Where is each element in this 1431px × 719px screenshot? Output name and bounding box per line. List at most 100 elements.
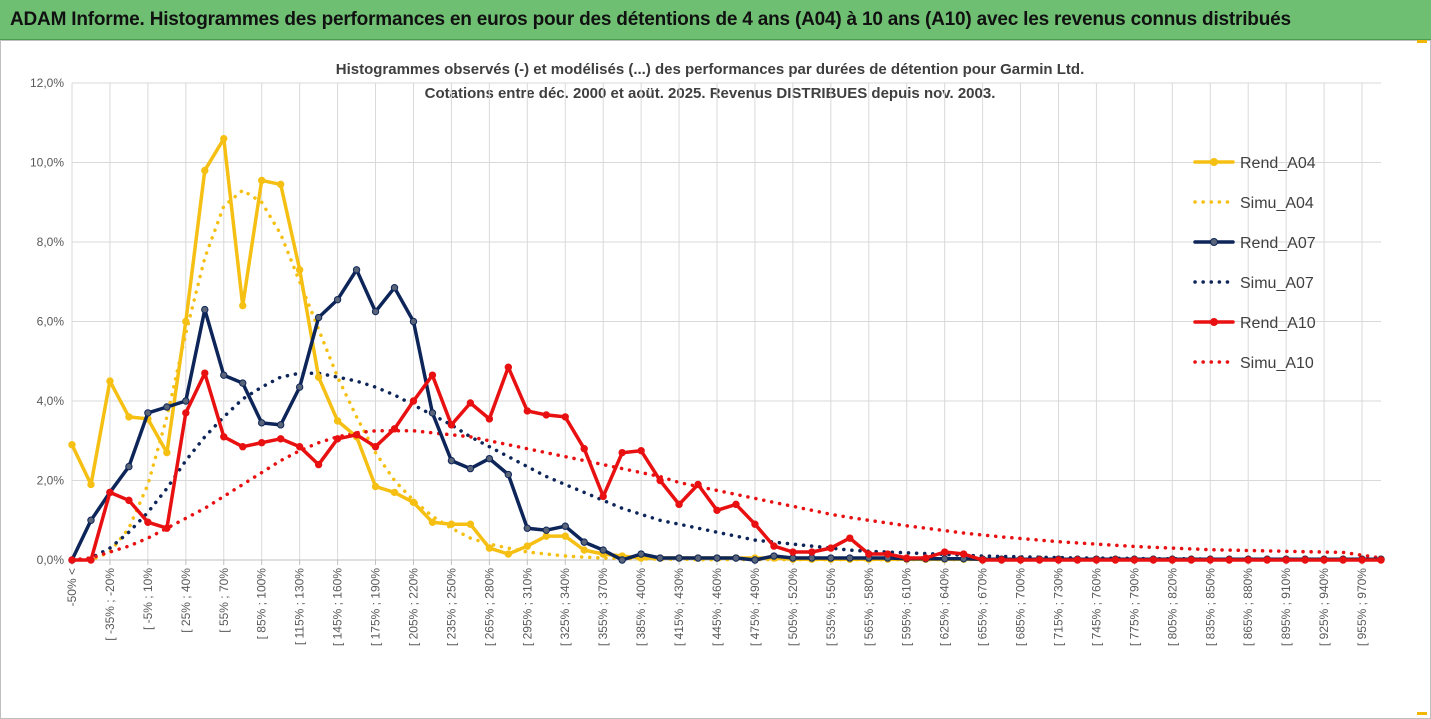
- point-rend_a07: [485, 454, 494, 463]
- y-tick-label: 6,0%: [37, 315, 65, 329]
- point-rend_a10: [808, 548, 816, 556]
- point-rend_a10: [1377, 556, 1385, 564]
- point-rend_a07: [940, 555, 949, 563]
- series-layer: [68, 134, 1385, 564]
- corner-marker-bottom-right: [1417, 712, 1427, 715]
- point-rend_a10: [182, 409, 190, 417]
- point-rend_a04: [125, 413, 133, 421]
- x-tick-label: [ 175% ; 190%: [369, 568, 383, 646]
- point-rend_a07: [561, 522, 569, 530]
- point-rend_a04: [409, 498, 418, 507]
- series-line-simu_a04: [70, 188, 1383, 562]
- point-rend_a04: [68, 441, 76, 449]
- y-tick-label: 2,0%: [37, 474, 65, 488]
- point-rend_a10: [542, 411, 550, 419]
- point-rend_a10: [751, 520, 759, 528]
- point-rend_a04: [523, 542, 532, 550]
- point-rend_a07: [295, 383, 304, 391]
- legend-marker-rend_a07: [1210, 238, 1218, 246]
- point-rend_a10: [1149, 556, 1158, 564]
- legend-label-rend_a10: Rend_A10: [1240, 315, 1316, 332]
- point-rend_a10: [580, 445, 588, 453]
- point-rend_a10: [675, 500, 683, 509]
- legend-marker-rend_a04: [1210, 158, 1218, 166]
- x-tick-label: [ 235% ; 250%: [444, 568, 458, 646]
- point-rend_a07: [713, 554, 721, 562]
- point-rend_a04: [106, 377, 114, 385]
- legend-label-simu_a07: Simu_A07: [1240, 275, 1314, 292]
- point-rend_a04: [371, 482, 380, 491]
- x-tick-label: [ 655% ; 670%: [976, 568, 990, 646]
- point-rend_a07: [770, 552, 778, 560]
- corner-marker-top-right: [1417, 40, 1427, 43]
- point-rend_a07: [656, 554, 664, 562]
- x-tick-label: [ 115% ; 130%: [293, 568, 307, 645]
- x-tick-label: [ 775% ; 790%: [1127, 568, 1141, 646]
- x-tick-label: [ 55% ; 70%: [217, 568, 231, 633]
- x-tick-label: [ 205% ; 220%: [406, 568, 420, 646]
- point-rend_a10: [1282, 556, 1290, 564]
- point-rend_a04: [87, 480, 95, 489]
- point-rend_a10: [523, 407, 532, 415]
- x-tick-label: [ 145% ; 160%: [331, 568, 345, 646]
- point-rend_a07: [542, 526, 550, 534]
- y-tick-label: 10,0%: [30, 156, 64, 170]
- point-rend_a10: [978, 556, 987, 564]
- point-rend_a04: [542, 532, 550, 540]
- x-tick-label: [ 565% ; 580%: [862, 568, 876, 646]
- point-rend_a07: [580, 538, 588, 546]
- point-rend_a10: [770, 542, 778, 550]
- x-tick-label: [ 475% ; 490%: [748, 568, 762, 646]
- point-rend_a04: [295, 266, 304, 274]
- x-tick-label: [ 955% ; 970%: [1355, 568, 1369, 646]
- x-tick-label: [ 835% ; 850%: [1203, 568, 1217, 646]
- point-rend_a07: [523, 524, 532, 532]
- x-tick-label: [ 385% ; 400%: [634, 568, 648, 646]
- y-tick-label: 12,0%: [30, 76, 64, 90]
- point-rend_a07: [239, 379, 247, 387]
- axis-layer: 0,0% 2,0% 4,0% 6,0% 8,0% 10,0% 12,0% -50% < [ -3…: [30, 76, 1381, 646]
- point-rend_a07: [314, 313, 323, 322]
- point-rend_a07: [333, 295, 342, 304]
- point-rend_a07: [201, 305, 209, 314]
- x-tick-label: [ 445% ; 460%: [710, 568, 724, 646]
- point-rend_a10: [447, 421, 456, 429]
- point-rend_a07: [182, 397, 190, 405]
- point-rend_a10: [220, 433, 228, 441]
- x-tick-label: [ 325% ; 340%: [558, 568, 572, 646]
- point-rend_a04: [485, 544, 494, 552]
- point-rend_a07: [163, 403, 171, 411]
- x-tick-label: [ 595% ; 610%: [900, 568, 914, 646]
- x-tick-label: [ 265% ; 280%: [482, 568, 496, 646]
- point-rend_a10: [827, 544, 835, 552]
- point-rend_a10: [144, 518, 152, 526]
- point-rend_a07: [504, 470, 513, 479]
- y-tick-label: 8,0%: [37, 235, 65, 249]
- point-rend_a07: [732, 554, 740, 562]
- point-rend_a07: [694, 554, 702, 562]
- series-line-rend_a07: [70, 268, 1383, 562]
- point-rend_a10: [276, 435, 285, 443]
- point-rend_a10: [561, 413, 569, 421]
- x-tick-label: [ 355% ; 370%: [596, 568, 610, 646]
- point-rend_a04: [466, 520, 475, 528]
- legend-label-rend_a04: Rend_A04: [1240, 155, 1316, 172]
- x-tick-label: [ 685% ; 700%: [1014, 568, 1028, 646]
- x-tick-label: [ -5% ; 10%: [141, 568, 155, 630]
- legend-label-rend_a07: Rend_A07: [1240, 235, 1316, 252]
- point-rend_a07: [466, 464, 475, 473]
- x-tick-label: [ 715% ; 730%: [1051, 568, 1065, 646]
- point-rend_a07: [409, 317, 418, 326]
- point-rend_a04: [258, 176, 266, 185]
- point-rend_a10: [1225, 556, 1233, 564]
- x-tick-label: [ 865% ; 880%: [1241, 568, 1255, 646]
- point-rend_a07: [390, 284, 399, 292]
- x-tick-label: [ 625% ; 640%: [938, 568, 952, 646]
- point-rend_a07: [447, 456, 456, 465]
- point-rend_a07: [808, 554, 816, 562]
- point-rend_a10: [390, 425, 399, 433]
- x-tick-label: [ 415% ; 430%: [672, 568, 686, 646]
- point-rend_a10: [1244, 556, 1252, 564]
- chart-title: Histogrammes observés (-) et modélisés (…: [190, 58, 1230, 106]
- point-rend_a10: [314, 460, 323, 469]
